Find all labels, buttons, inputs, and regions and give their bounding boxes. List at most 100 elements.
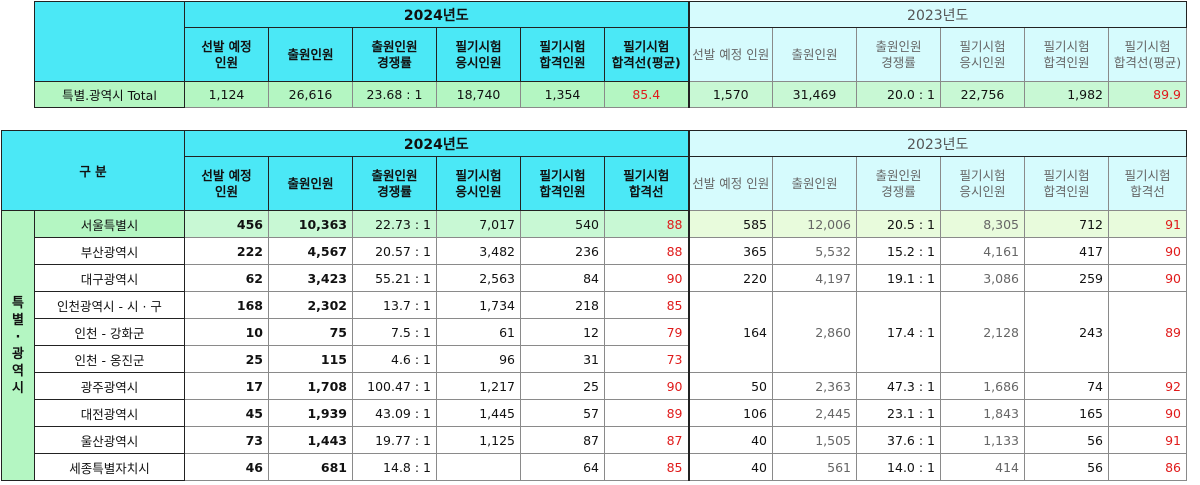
cell-2024: 45 — [184, 399, 269, 427]
cell-2024: 115 — [268, 345, 353, 373]
cell-2023: 20.5 : 1 — [856, 210, 941, 238]
region-label: 세종특별자치시 — [34, 453, 185, 481]
table-row: 대전광역시 45 1,939 43.09 : 1 1,445 57 89 106 2,445 23… — [2, 399, 1187, 427]
table-row: 인천광역시 - 시 · 구 168 2,302 13.7 : 1 1,734 218 85 1… — [2, 291, 1187, 373]
cell-2024: 31 — [520, 345, 605, 373]
cell-2024: 64 — [520, 453, 605, 481]
cell-2024: 19.77 : 1 — [352, 426, 437, 454]
summary-year-2024: 2024년도 — [184, 1, 689, 28]
cell-2024: 10 — [184, 318, 269, 346]
cell-2024: 90 — [604, 264, 689, 292]
cell-2024 — [436, 453, 521, 481]
cell-2024: 22.73 : 1 — [352, 210, 437, 238]
cell-2024: 2,302 — [268, 291, 353, 319]
table-row: 세종특별자치시 46 681 14.8 : 1 64 85 40 561 14.0 : 1 414… — [2, 453, 1187, 481]
cell-2023: 74 — [1024, 372, 1109, 400]
cell-2024: 168 — [184, 291, 269, 319]
table-row: 광주광역시 17 1,708 100.47 : 1 1,217 25 90 50 2,363 47… — [2, 372, 1187, 400]
summary-header-2023: 선발 예정 인원 — [687, 27, 773, 82]
cell-2023-incheon: 89 — [1108, 291, 1187, 373]
cell-2024: 75 — [268, 318, 353, 346]
summary-header-2023: 출원인원 — [772, 27, 857, 82]
cell-2024: 61 — [436, 318, 521, 346]
cell-2023: 86 — [1108, 453, 1187, 481]
detail-header-2024: 출원인원 경쟁률 — [352, 156, 437, 211]
cell-2023: 47.3 : 1 — [856, 372, 941, 400]
cell-2024: 7.5 : 1 — [352, 318, 437, 346]
cell-2024: 1,125 — [436, 426, 521, 454]
detail-header-2023: 필기시험 합격인원 — [1024, 156, 1109, 211]
cell-2023: 165 — [1024, 399, 1109, 427]
cell-2024: 12 — [520, 318, 605, 346]
cell-2023: 91 — [1108, 210, 1187, 238]
cell-2023: 417 — [1024, 237, 1109, 265]
summary-total-cell: 1,570 — [687, 81, 773, 108]
cell-2024: 25 — [184, 345, 269, 373]
cell-2023: 3,086 — [940, 264, 1025, 292]
cell-2024: 84 — [520, 264, 605, 292]
cell-2024: 1,708 — [268, 372, 353, 400]
summary-total-cell: 23.68 : 1 — [352, 81, 437, 108]
cell-2024: 43.09 : 1 — [352, 399, 437, 427]
cell-2024: 3,482 — [436, 237, 521, 265]
region-label: 부산광역시 — [34, 237, 185, 265]
summary-total-cell: 89.9 — [1108, 81, 1187, 108]
table-row: 특 별 · 광 역 시 서울특별시 456 10,363 22.73 : 1 7,017 5… — [1, 210, 1187, 481]
region-label: 광주광역시 — [34, 372, 185, 400]
cell-2024: 55.21 : 1 — [352, 264, 437, 292]
cell-2024: 17 — [184, 372, 269, 400]
cell-2024: 218 — [520, 291, 605, 319]
detail-table: 구 분 2024년도 2023년도 선발 예정 인원 출원인원 출원인원 경쟁률… — [1, 130, 1187, 481]
region-label: 울산광역시 — [34, 426, 185, 454]
detail-year-2024: 2024년도 — [184, 130, 689, 157]
cell-2023: 40 — [687, 426, 773, 454]
cell-2023: 56 — [1024, 426, 1109, 454]
row-group-label: 특 별 · 광 역 시 — [1, 210, 35, 481]
cell-2024: 1,443 — [268, 426, 353, 454]
cell-2023: 23.1 : 1 — [856, 399, 941, 427]
cell-2024: 90 — [604, 372, 689, 400]
summary-header-2024: 출원인원 경쟁률 — [352, 27, 437, 82]
table-row: 인천 - 강화군 10 75 7.5 : 1 61 12 79 — [2, 318, 1187, 346]
summary-year-2023: 2023년도 — [687, 1, 1187, 28]
cell-2023: 12,006 — [772, 210, 857, 238]
detail-header-2024: 필기시험 합격인원 — [520, 156, 605, 211]
cell-2024: 14.8 : 1 — [352, 453, 437, 481]
cell-2023: 1,505 — [772, 426, 857, 454]
summary-total-label: 특별.광역시 Total — [34, 81, 185, 108]
cell-2024: 4.6 : 1 — [352, 345, 437, 373]
cell-2023: 91 — [1108, 426, 1187, 454]
cell-2023: 19.1 : 1 — [856, 264, 941, 292]
summary-corner — [34, 1, 185, 82]
cell-2024: 79 — [604, 318, 689, 346]
cell-2024: 2,563 — [436, 264, 521, 292]
cell-2024: 88 — [604, 237, 689, 265]
summary-header-2024: 필기시험 합격인원 — [520, 27, 605, 82]
table-row: 울산광역시 73 1,443 19.77 : 1 1,125 87 87 40 1,505 37.… — [2, 426, 1187, 454]
summary-header-2024: 필기시험 응시인원 — [436, 27, 521, 82]
cell-2024: 85 — [604, 453, 689, 481]
cell-2023: 40 — [687, 453, 773, 481]
cell-2024: 4,567 — [268, 237, 353, 265]
cell-2024: 222 — [184, 237, 269, 265]
summary-total-cell: 20.0 : 1 — [856, 81, 941, 108]
region-label: 대구광역시 — [34, 264, 185, 292]
cell-2023-incheon: 164 — [687, 291, 773, 373]
summary-total-cell: 31,469 — [772, 81, 857, 108]
cell-2023: 414 — [940, 453, 1025, 481]
cell-2024: 456 — [184, 210, 269, 238]
cell-2023: 2,363 — [772, 372, 857, 400]
detail-header-2024: 선발 예정 인원 — [184, 156, 269, 211]
cell-2024: 25 — [520, 372, 605, 400]
summary-total-cell: 1,982 — [1024, 81, 1109, 108]
detail-header-2023: 출원인원 경쟁률 — [856, 156, 941, 211]
detail-header-2023: 출원인원 — [772, 156, 857, 211]
cell-2023: 220 — [687, 264, 773, 292]
cell-2023: 585 — [687, 210, 773, 238]
region-label: 서울특별시 — [34, 210, 185, 238]
cell-2024: 46 — [184, 453, 269, 481]
region-label: 인천 - 강화군 — [34, 318, 185, 346]
cell-2024: 73 — [604, 345, 689, 373]
summary-header-2023: 필기시험 합격인원 — [1024, 27, 1109, 82]
cell-2024: 85 — [604, 291, 689, 319]
